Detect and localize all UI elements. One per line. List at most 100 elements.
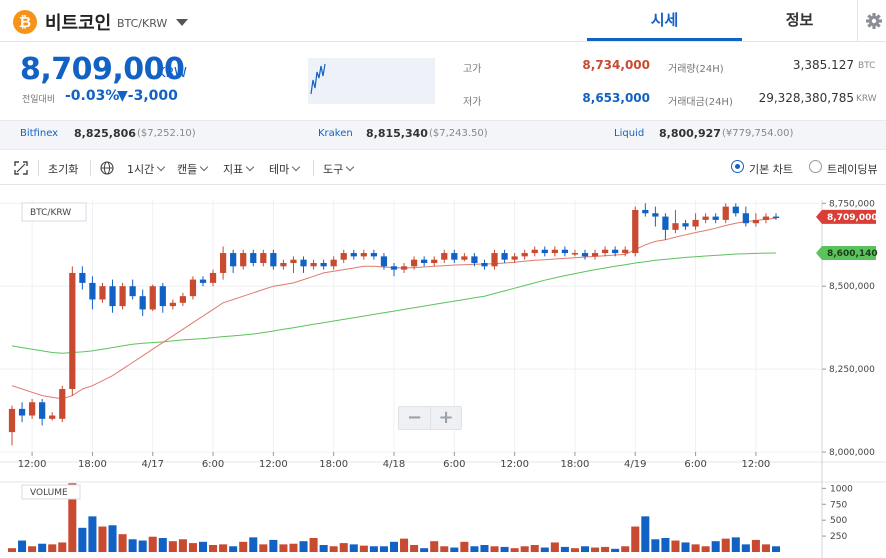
volume-bar (621, 546, 630, 552)
volume-bar (379, 546, 388, 552)
candle-body (270, 253, 277, 267)
candle-body (370, 253, 378, 257)
x-tick-label: 4/19 (624, 459, 646, 470)
tab-info[interactable]: 정보 (785, 11, 814, 29)
toolbar-divider (38, 160, 39, 176)
exchange-name[interactable]: Liquid (614, 128, 645, 139)
coin-dropdown-icon[interactable] (176, 19, 188, 26)
x-tick-label: 12:00 (18, 459, 47, 470)
theme-dropdown[interactable]: 테마 (269, 161, 301, 177)
tradingview-radio[interactable] (809, 160, 822, 173)
candle-body (250, 253, 257, 263)
x-tick-label: 18:00 (78, 459, 107, 470)
price-chart[interactable]: 8,750,000 8,500,000 8,250,000 8,000,000 12:0… (0, 186, 886, 558)
candle-body (772, 216, 780, 219)
chart-pair-label: BTC/KRW (30, 208, 71, 218)
interval-label: 1시간 (127, 163, 155, 176)
candle-body (410, 259, 418, 267)
candle-body (8, 408, 16, 433)
chevron-down-icon (346, 162, 355, 172)
volume-bar (249, 537, 258, 552)
header-bar: ₿ 비트코인 BTC/KRW 시세 정보 (0, 0, 886, 42)
volume-bar (771, 546, 781, 552)
candle-body (39, 402, 46, 419)
volume-bar (138, 540, 147, 552)
volume-bar (731, 537, 740, 552)
coin-pair[interactable]: BTC/KRW (117, 17, 168, 30)
volume-label: 거래량(24H) (668, 64, 724, 75)
candle-body (18, 408, 26, 416)
volume-bar (148, 536, 157, 552)
basic-chart-label[interactable]: 기본 차트 (749, 163, 793, 176)
volume-value: 3,385.127 (792, 58, 854, 72)
candle-body (179, 296, 187, 303)
volume-bar (601, 546, 610, 552)
volume-bar (269, 539, 278, 552)
volume-bar (520, 546, 529, 552)
interval-dropdown[interactable]: 1시간 (127, 161, 166, 177)
candle-body (300, 259, 307, 267)
price-unit: KRW (157, 66, 187, 81)
x-tick-label: 4/17 (142, 459, 164, 470)
zoom-out-button[interactable]: − (406, 407, 423, 428)
reset-button[interactable]: 초기화 (48, 163, 79, 176)
candle-body (622, 249, 629, 254)
volume-bar (359, 545, 368, 552)
x-tick-label: 12:00 (741, 459, 770, 470)
zoom-in-button[interactable]: + (430, 407, 461, 429)
volume-bar (701, 546, 710, 552)
chart-background (0, 186, 886, 558)
current-price-tag-label: 8,709,000 (827, 213, 878, 223)
indicator-dropdown[interactable]: 지표 (223, 161, 255, 177)
volume-bar (38, 543, 47, 552)
volume-bar (420, 548, 429, 552)
volume-bar (661, 538, 670, 552)
tab-quote[interactable]: 시세 (587, 0, 742, 41)
volume-bar (540, 547, 549, 552)
volume-bar (229, 546, 238, 552)
candle-body (511, 256, 518, 260)
ma-long-line (11, 252, 777, 354)
volume-bar (591, 547, 600, 552)
volume-bar (48, 544, 57, 552)
fullscreen-icon[interactable] (14, 161, 28, 175)
candle-body (260, 253, 267, 263)
exchange-jpy-price: (¥779,754.00) (722, 128, 794, 139)
low-label: 저가 (463, 97, 482, 108)
exchange-name[interactable]: Kraken (318, 128, 353, 139)
y-tick-label: 8,750,000 (829, 199, 875, 209)
candle-body (712, 216, 719, 220)
volume-bar (198, 541, 208, 552)
candle-dropdown[interactable]: 캔들 (177, 161, 209, 177)
exchange-name[interactable]: Bitfinex (20, 128, 59, 139)
candle-body (612, 249, 619, 254)
chevron-down-icon (200, 162, 209, 172)
volume-bar (631, 526, 640, 552)
low-price: 8,653,000 (582, 91, 650, 105)
basic-chart-radio[interactable] (731, 160, 744, 173)
settings-button[interactable] (857, 0, 886, 42)
tools-dropdown[interactable]: 도구 (323, 161, 355, 177)
volume-pane-label: VOLUME (30, 488, 68, 498)
candle-body (59, 389, 66, 419)
coin-name[interactable]: 비트코인 (45, 13, 112, 34)
volume-bar (299, 541, 308, 552)
sparkline-chart (310, 63, 326, 95)
candle-body (471, 256, 478, 263)
exchange-price: 8,815,340 (366, 127, 428, 140)
chevron-down-icon (292, 162, 301, 172)
x-tick-label: 4/18 (383, 459, 405, 470)
volume-bar (560, 546, 569, 552)
candle-body (139, 296, 146, 310)
volume-bar (369, 546, 378, 552)
candle-body (682, 223, 689, 227)
tradingview-label[interactable]: 트레이딩뷰 (827, 163, 878, 176)
volume-bar (88, 516, 97, 552)
volume-bar (118, 534, 127, 552)
toolbar-divider (90, 160, 91, 176)
globe-icon[interactable] (100, 161, 114, 175)
candle-body (561, 249, 569, 254)
y-tick-label: 8,000,000 (829, 448, 875, 458)
candle-body (601, 249, 609, 254)
volume-tick-label: 250 (830, 532, 847, 542)
